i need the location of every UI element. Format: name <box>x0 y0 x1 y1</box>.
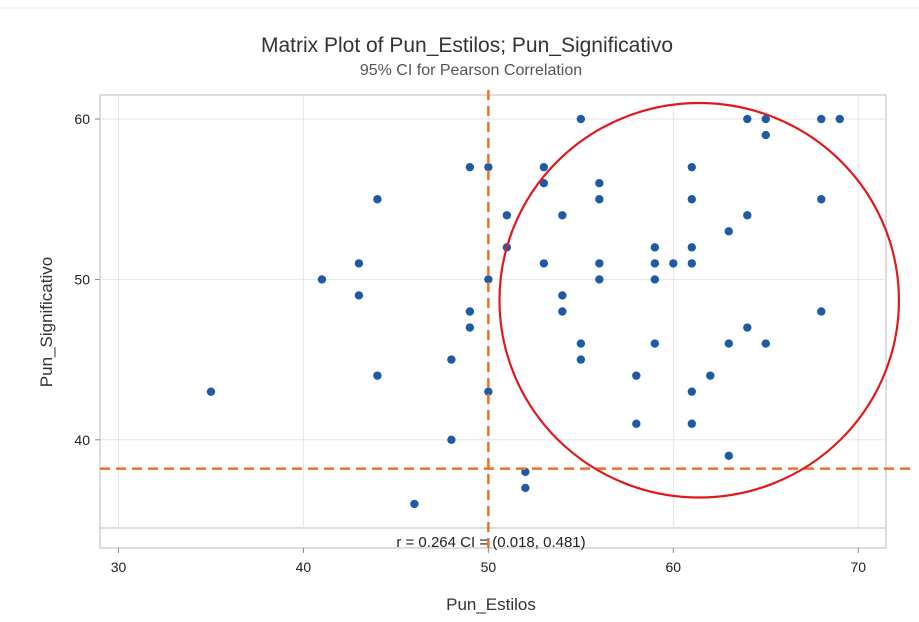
data-point <box>354 259 364 268</box>
data-point <box>761 114 770 124</box>
annotation-circle <box>498 101 901 499</box>
data-point <box>465 323 475 332</box>
x-tick-label: 70 <box>850 559 866 575</box>
plot-frame <box>99 94 887 549</box>
data-point <box>687 259 697 268</box>
y-tick-label: 60 <box>74 111 90 127</box>
data-point <box>650 259 660 268</box>
x-axis-label: Pun_Estilos <box>446 595 536 614</box>
data-point <box>595 259 604 268</box>
data-point <box>539 162 549 172</box>
data-point <box>447 435 456 444</box>
data-point <box>465 162 475 172</box>
data-point <box>743 211 752 220</box>
data-point <box>817 307 826 316</box>
data-point <box>484 275 493 284</box>
data-point <box>650 275 660 284</box>
data-point <box>521 483 530 493</box>
data-point <box>687 195 697 204</box>
data-point <box>817 195 826 204</box>
x-tick-label: 60 <box>666 559 682 575</box>
x-tick-label: 50 <box>481 559 497 575</box>
data-point <box>465 307 475 316</box>
data-point <box>687 419 697 428</box>
data-point <box>650 243 660 252</box>
data-point <box>687 162 697 172</box>
data-point <box>650 339 660 348</box>
data-point <box>724 451 733 461</box>
data-point <box>817 114 826 124</box>
x-tick-label: 40 <box>296 559 312 575</box>
data-point <box>669 259 678 268</box>
y-tick-label: 50 <box>74 271 90 287</box>
data-point <box>761 339 770 348</box>
data-point <box>539 179 549 188</box>
data-point <box>317 275 327 284</box>
data-point <box>558 291 567 300</box>
plot-area: 30 40 50 60 70 40 50 60 <box>74 90 916 575</box>
data-point <box>502 211 512 220</box>
data-point <box>743 323 752 332</box>
data-point <box>595 179 604 188</box>
data-point <box>373 195 382 204</box>
data-point <box>835 114 844 124</box>
data-point <box>558 307 567 316</box>
data-point <box>576 339 586 348</box>
data-point <box>687 243 697 252</box>
data-point <box>539 259 549 268</box>
data-point <box>410 499 419 509</box>
data-point <box>687 387 697 396</box>
chart-title: Matrix Plot of Pun_Estilos; Pun_Signific… <box>261 34 673 57</box>
data-point <box>706 371 715 380</box>
data-point <box>484 162 493 172</box>
data-point <box>632 419 641 428</box>
y-tick-label: 40 <box>74 432 90 448</box>
data-point <box>558 211 567 220</box>
data-point <box>743 114 752 124</box>
data-point <box>354 291 364 300</box>
data-point <box>595 195 604 204</box>
chart-subtitle: 95% CI for Pearson Correlation <box>360 62 582 79</box>
data-point <box>632 371 641 380</box>
data-point <box>761 130 770 140</box>
data-point <box>373 371 382 380</box>
data-point <box>724 227 733 236</box>
data-point <box>576 355 586 364</box>
data-point <box>595 275 604 284</box>
data-point <box>447 355 456 364</box>
y-axis-label: Pun_Significativo <box>37 257 56 387</box>
x-tick-label: 30 <box>111 559 127 575</box>
correlation-stat-label: r = 0.264 CI = (0.018, 0.481) <box>396 534 585 551</box>
data-point <box>576 114 586 124</box>
data-point <box>206 387 216 396</box>
data-point <box>724 339 733 348</box>
data-point <box>484 387 493 396</box>
